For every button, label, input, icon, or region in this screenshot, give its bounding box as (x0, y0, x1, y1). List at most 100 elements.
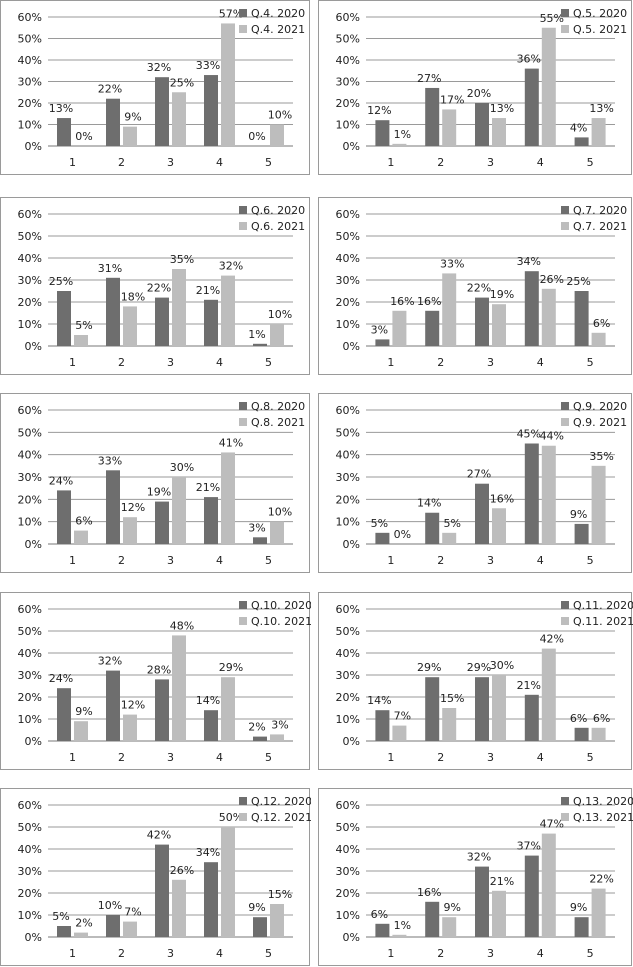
bar-chart: 0%10%20%30%40%50%60%13%0%122%9%232%25%33… (18, 7, 306, 169)
x-tick-label: 2 (437, 947, 444, 960)
y-tick-label: 60% (18, 799, 42, 812)
data-label: 12% (121, 699, 145, 712)
data-label: 27% (417, 72, 441, 85)
legend-label: Q.6. 2021 (251, 220, 305, 233)
x-tick-label: 5 (265, 554, 272, 567)
legend-swatch (561, 617, 569, 625)
bar-2020 (524, 855, 539, 937)
y-tick-label: 20% (336, 296, 360, 309)
data-label: 13% (49, 102, 73, 115)
x-tick-label: 4 (537, 156, 544, 169)
data-label: 12% (121, 501, 145, 514)
chart-panel: 0% 10% 20% 30% 40% 50% 60% 24% 6% 1 33% 12% 2 19% 30% 3… (0, 393, 310, 573)
y-tick-label: 10% (18, 516, 42, 529)
bar-2020 (425, 310, 440, 346)
legend-label: Q.8. 2020 (251, 400, 305, 413)
legend-swatch (239, 617, 247, 625)
bar-2020 (475, 483, 489, 544)
data-label: 2% (248, 721, 265, 734)
bar-chart: 0%10%20%30%40%50%60%24%9%132%12%228%48%3… (18, 599, 311, 764)
legend-swatch (561, 206, 569, 214)
bar-2021 (392, 310, 407, 346)
x-tick-label: 3 (487, 356, 494, 369)
data-label: 9% (248, 901, 265, 914)
y-tick-label: 50% (336, 33, 360, 46)
data-label: 5% (371, 517, 388, 530)
bar-2021 (541, 27, 556, 146)
y-tick-label: 0% (343, 538, 360, 551)
legend-label: Q.13. 2020 (573, 795, 633, 808)
y-tick-label: 50% (18, 230, 42, 243)
bar-2021 (270, 521, 284, 544)
bar-2020 (425, 901, 440, 937)
bar-2021 (492, 890, 506, 937)
y-tick-label: 40% (336, 252, 360, 265)
y-tick-label: 30% (336, 76, 360, 89)
data-label: 1% (394, 919, 411, 932)
bar-2020 (155, 77, 169, 146)
bar-2020 (57, 291, 71, 346)
data-label: 35% (589, 450, 613, 463)
y-tick-label: 0% (25, 340, 42, 353)
y-tick-label: 20% (18, 887, 42, 900)
y-tick-label: 60% (336, 404, 360, 417)
data-label: 25% (49, 275, 73, 288)
data-label: 22% (147, 282, 171, 295)
y-tick-label: 40% (336, 843, 360, 856)
chart-panel: 0% 10% 20% 30% 40% 50% 60% 6% 1% 1 16% 9% 2 32% 21% 3 37… (318, 788, 633, 966)
bar-chart: 0% 10% 20% 30% 40% 50% 60% 12%1% 1 27% 17% 2 20% 13% 3… (336, 7, 628, 169)
data-label: 9% (570, 508, 587, 521)
x-tick-label: 3 (487, 554, 494, 567)
chart-panel: 0% 10% 20% 30% 40% 50% 60% 3% 16% 1 16% 33% 2 22% 19% 3… (318, 197, 632, 375)
y-tick-label: 60% (18, 11, 42, 24)
x-tick-label: 3 (487, 751, 494, 764)
data-label: 57% (219, 7, 243, 20)
y-tick-label: 10% (336, 318, 360, 331)
bar-2020 (375, 532, 390, 544)
y-tick-label: 50% (18, 426, 42, 439)
y-tick-label: 20% (336, 887, 360, 900)
bar-2020 (155, 679, 169, 741)
bar-2020 (425, 677, 440, 741)
bar-2020 (574, 291, 589, 346)
x-tick-label: 1 (69, 156, 76, 169)
x-tick-label: 2 (437, 356, 444, 369)
data-label: 9% (443, 901, 460, 914)
legend-label: Q.4. 2020 (251, 7, 305, 20)
y-tick-label: 60% (18, 603, 42, 616)
x-tick-label: 5 (587, 554, 594, 567)
x-tick-label: 3 (167, 751, 174, 764)
bar-2021 (123, 126, 137, 146)
data-label: 22% (467, 282, 491, 295)
legend-swatch (561, 222, 569, 230)
bar-2020 (524, 443, 539, 544)
bar-2021 (172, 879, 186, 937)
data-label: 42% (540, 633, 564, 646)
y-tick-label: 10% (18, 119, 42, 132)
bar-2021 (442, 917, 457, 937)
y-tick-label: 20% (18, 296, 42, 309)
y-tick-label: 10% (336, 909, 360, 922)
data-label: 19% (490, 288, 514, 301)
data-label: 14% (367, 694, 391, 707)
bar-2020 (204, 862, 218, 937)
chart-panel: 0% 10% 20% 30% 40% 50% 60% 24% 9% 1 32% 12% 2 28% 48% 3… (0, 592, 311, 770)
y-tick-label: 40% (18, 54, 42, 67)
bar-2021 (270, 904, 284, 937)
bar-2020 (106, 915, 120, 937)
x-tick-label: 4 (537, 554, 544, 567)
bar-2021 (172, 477, 186, 544)
data-label: 44% (540, 430, 564, 443)
x-tick-label: 2 (118, 156, 125, 169)
legend-swatch (561, 601, 569, 609)
x-tick-label: 2 (437, 751, 444, 764)
bar-2021 (442, 273, 457, 346)
bar-2020 (574, 137, 589, 146)
bar-2021 (172, 269, 186, 346)
data-label: 30% (170, 461, 194, 474)
data-label: 26% (170, 864, 194, 877)
legend-label: Q.12. 2021 (251, 811, 311, 824)
bar-2021 (123, 714, 137, 741)
x-tick-label: 4 (216, 554, 223, 567)
data-label: 18% (121, 290, 145, 303)
